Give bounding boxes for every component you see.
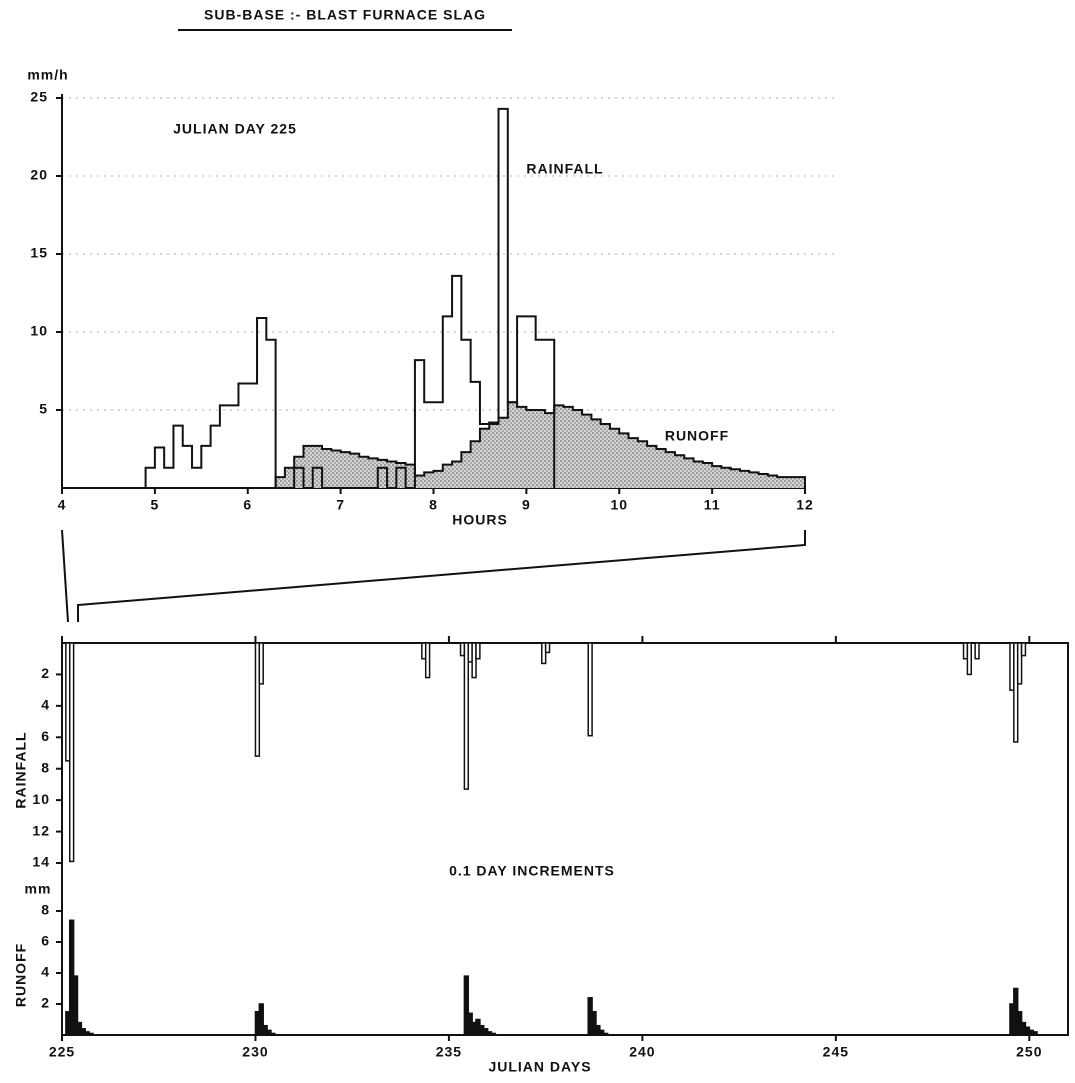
zoom-line: [61, 529, 69, 623]
y-unit: mm/h: [27, 67, 68, 83]
chart-title: SUB-BASE :- BLAST FURNACE SLAG: [204, 7, 486, 23]
bar: [490, 1032, 497, 1036]
x-tick-label: 235: [436, 1044, 462, 1060]
x-axis-label: JULIAN DAYS: [488, 1059, 591, 1075]
y-tick-label: 5: [39, 401, 48, 417]
x-tick-label: 8: [429, 497, 438, 513]
bar: [541, 642, 547, 665]
x-tick-label: 245: [823, 1044, 849, 1060]
bar: [72, 975, 79, 1036]
y-tick-label: 10: [32, 791, 50, 807]
bar: [544, 642, 551, 654]
x-tick-label: 12: [796, 497, 814, 513]
bar: [88, 1032, 94, 1036]
x-tick-label: 250: [1016, 1044, 1042, 1060]
x-tick-label: 11: [704, 497, 721, 513]
bar: [266, 1029, 272, 1036]
bar: [1013, 642, 1019, 743]
bar: [471, 642, 477, 679]
bar: [463, 642, 470, 790]
x-tick-label: 240: [629, 1044, 655, 1060]
bar: [591, 1011, 597, 1036]
bar: [254, 642, 261, 757]
bar: [602, 1032, 609, 1036]
bar: [974, 642, 980, 660]
y-unit: mm: [25, 881, 52, 897]
annotation: JULIAN DAY 225: [173, 121, 297, 137]
x-tick-label: 225: [49, 1044, 75, 1060]
y-tick-label: 10: [30, 323, 48, 339]
x-tick-label: 6: [243, 497, 252, 513]
y-tick-label: 2: [41, 665, 50, 681]
bar: [1020, 642, 1027, 657]
x-tick-label: 230: [242, 1044, 268, 1060]
y-tick-label: 25: [30, 89, 48, 105]
x-tick-label: 10: [610, 497, 628, 513]
x-tick-label: 7: [336, 497, 345, 513]
bar: [599, 1029, 605, 1036]
y-tick-label: 6: [41, 933, 50, 949]
y-tick-label: 2: [41, 995, 50, 1011]
y-tick-label: 6: [41, 728, 50, 744]
bar: [68, 642, 75, 863]
bar: [270, 1032, 276, 1036]
bar: [587, 642, 593, 737]
frame: [61, 642, 1069, 1036]
y-tick-label: 8: [41, 902, 50, 918]
y-axis-label: RUNOFF: [13, 943, 29, 1007]
x-tick-label: 5: [150, 497, 159, 513]
bar: [463, 975, 470, 1036]
y-tick-label: 12: [32, 822, 50, 838]
y-axis-label: RAINFALL: [13, 731, 29, 808]
y-tick-label: 15: [30, 245, 48, 261]
annotation: 0.1 DAY INCREMENTS: [449, 863, 615, 879]
series-1: [144, 107, 556, 489]
y-tick-label: 4: [41, 697, 50, 713]
bar: [1032, 1031, 1038, 1036]
x-tick-label: 4: [58, 497, 67, 513]
y-tick-label: 8: [41, 759, 50, 775]
bar: [424, 642, 431, 679]
x-axis-label: HOURS: [452, 512, 508, 528]
bar: [966, 642, 973, 676]
series-0: [274, 401, 806, 488]
y-tick-label: 20: [30, 167, 48, 183]
bar: [258, 642, 264, 685]
y-tick-label: 14: [32, 854, 50, 870]
bar: [258, 1003, 264, 1036]
zoom-line: [77, 530, 806, 622]
bar: [475, 642, 481, 660]
series-label: RUNOFF: [665, 428, 729, 444]
y-tick-label: 4: [41, 964, 50, 980]
x-tick-label: 9: [522, 497, 531, 513]
series-label: RAINFALL: [526, 161, 603, 177]
bar: [1016, 642, 1023, 685]
